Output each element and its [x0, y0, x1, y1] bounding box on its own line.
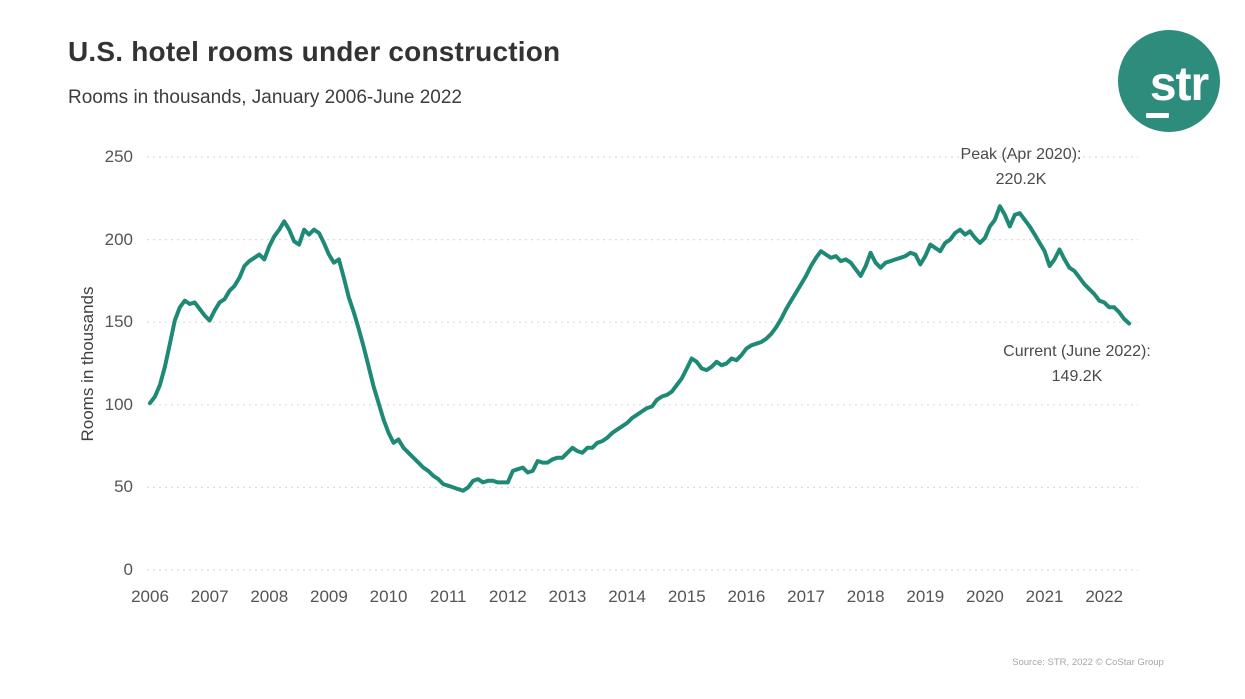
y-tick-label: 100	[104, 394, 133, 414]
y-tick-label: 150	[104, 312, 133, 332]
x-tick-label: 2015	[667, 587, 706, 606]
y-tick-label: 250	[104, 147, 133, 166]
str-logo-underline	[1146, 113, 1169, 118]
x-tick-label: 2013	[548, 587, 587, 606]
source-credit: Source: STR, 2022 © CoStar Group	[1012, 657, 1164, 668]
x-tick-label: 2007	[190, 587, 229, 606]
current-annotation: Current (June 2022): 149.2K	[972, 339, 1182, 389]
x-tick-label: 2011	[429, 587, 467, 606]
x-tick-label: 2019	[906, 587, 945, 606]
y-tick-label: 50	[114, 477, 133, 497]
x-tick-label: 2010	[369, 587, 408, 606]
str-logo-text: str	[1149, 58, 1209, 111]
data-line-rooms-under-construction	[148, 204, 1132, 493]
x-tick-label: 2021	[1025, 587, 1064, 606]
x-tick-label: 2022	[1085, 587, 1124, 606]
current-annotation-label: Current (June 2022):	[1003, 343, 1151, 360]
x-tick-label: 2017	[787, 587, 825, 606]
peak-annotation-label: Peak (Apr 2020):	[960, 146, 1082, 163]
peak-annotation-value: 220.2K	[995, 171, 1047, 188]
y-tick-label: 200	[104, 229, 133, 249]
x-tick-label: 2016	[727, 587, 766, 606]
x-tick-label: 2009	[309, 587, 348, 606]
x-tick-label: 2006	[131, 587, 169, 606]
x-tick-label: 2014	[608, 587, 647, 606]
chart-title: U.S. hotel rooms under construction	[68, 36, 561, 67]
x-tick-label: 2012	[488, 587, 527, 606]
x-tick-label: 2018	[846, 587, 885, 606]
chart-subtitle: Rooms in thousands, January 2006-June 20…	[68, 87, 462, 108]
peak-annotation: Peak (Apr 2020): 220.2K	[916, 142, 1126, 192]
str-logo: str	[1118, 30, 1220, 132]
current-annotation-value: 149.2K	[1051, 368, 1103, 385]
x-tick-label: 2008	[250, 587, 289, 606]
y-tick-label: 0	[123, 560, 133, 579]
x-tick-label: 2020	[966, 587, 1004, 606]
